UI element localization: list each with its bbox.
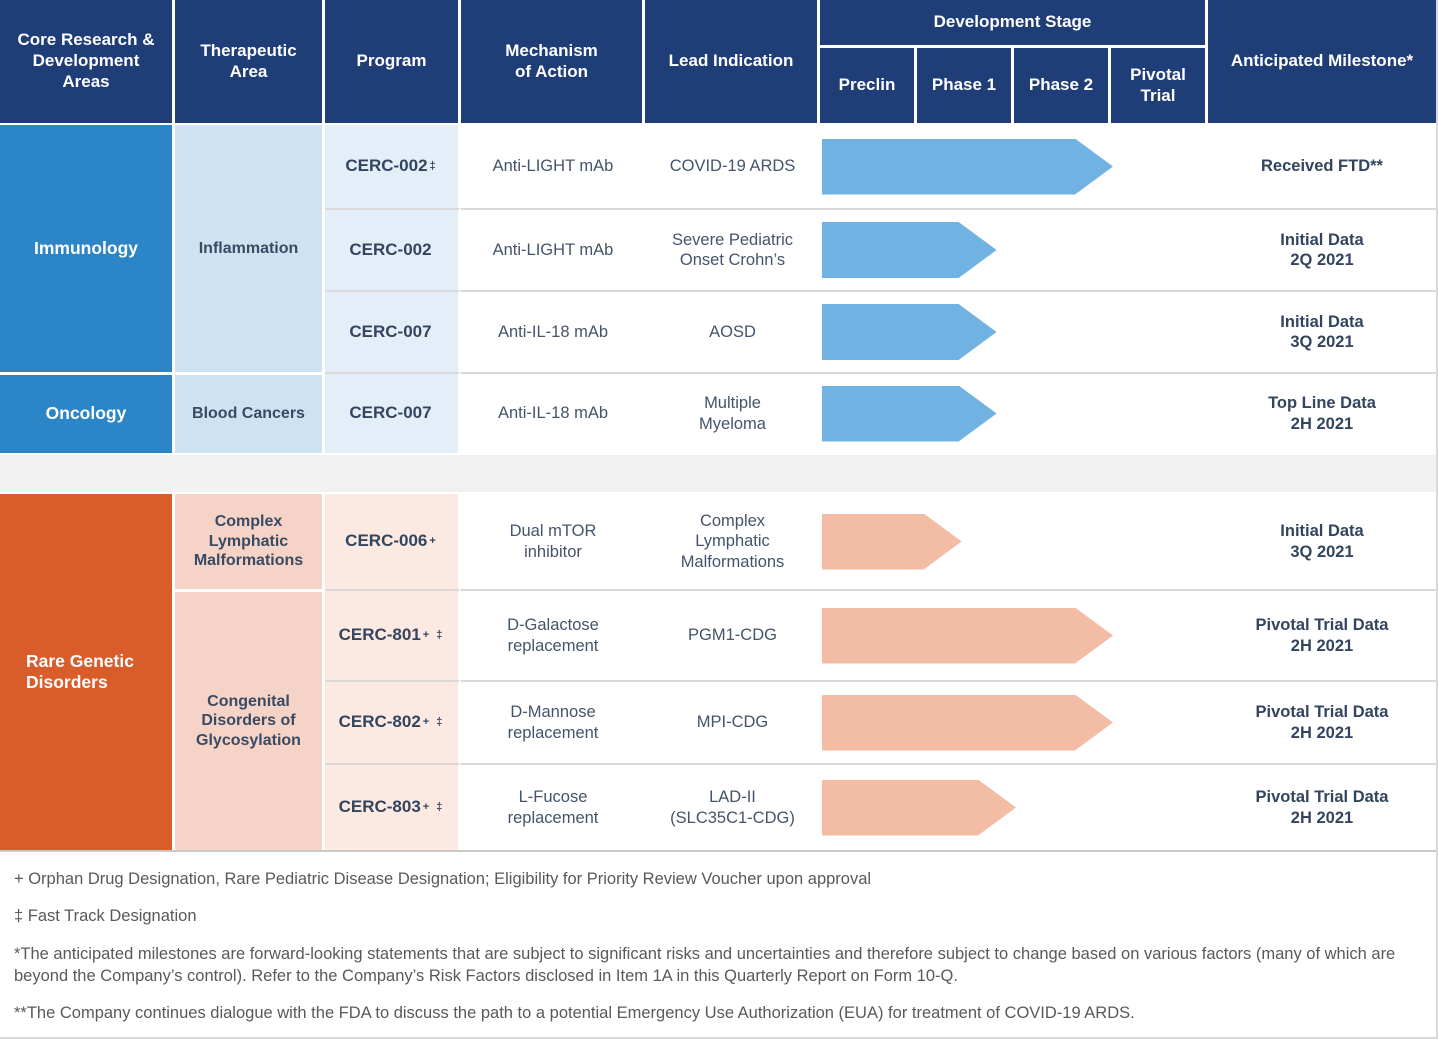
therapeutic-cell-complex-lymphatic: Complex Lymphatic Malformations xyxy=(175,494,325,589)
indication-cell: PGM1-CDG xyxy=(645,589,820,680)
milestone-cell: Received FTD** xyxy=(1261,157,1383,176)
program-cell: CERC-002 ‡ xyxy=(325,125,461,208)
column-header-preclin: Preclin xyxy=(820,48,917,125)
stage-progress-cell xyxy=(820,208,1208,290)
area-cell-rare-genetic-disorders: Rare Genetic Disorders xyxy=(0,494,175,850)
stage-progress-arrow xyxy=(822,386,997,442)
footnote-forward-looking: *The anticipated milestones are forward-… xyxy=(14,944,1396,985)
column-header-development-stage: Development Stage xyxy=(820,0,1208,48)
moa-cell: D-Mannose replacement xyxy=(461,680,645,763)
column-header-phase1: Phase 1 xyxy=(917,48,1014,125)
milestone-cell: Initial Data 3Q 2021 xyxy=(1208,290,1436,372)
therapeutic-cell-congenital-glycosylation: Congenital Disorders of Glycosylation xyxy=(175,589,325,850)
indication-cell: Complex Lymphatic Malformations xyxy=(680,512,785,571)
footnote-orphan-designation: + Orphan Drug Designation, Rare Pediatri… xyxy=(14,870,872,888)
column-header-milestone: Anticipated Milestone* xyxy=(1208,0,1436,125)
milestone-cell: Pivotal Trial Data 2H 2021 xyxy=(1208,763,1436,850)
program-cell: CERC-007 xyxy=(325,372,461,453)
stage-progress-cell xyxy=(820,494,1208,589)
program-designation-marker: + ‡ xyxy=(422,800,445,813)
program-label: CERC-802 xyxy=(338,712,421,732)
area-cell-immunology: Immunology xyxy=(0,125,175,372)
area-cell-oncology: Oncology xyxy=(0,372,175,453)
program-cell: CERC-006 + xyxy=(325,494,461,589)
program-cell: CERC-803 + ‡ xyxy=(325,763,461,850)
column-header-phase2: Phase 2 xyxy=(1014,48,1111,125)
program-cell: CERC-007 xyxy=(325,290,461,372)
footnote-fast-track: ‡ Fast Track Designation xyxy=(14,907,197,926)
footnote-eua: **The Company continues dialogue with th… xyxy=(14,1004,1135,1023)
moa-cell: Anti-IL-18 mAb xyxy=(461,372,645,453)
moa-cell: Anti-LIGHT mAb xyxy=(492,157,614,176)
moa-cell: D-Galactose replacement xyxy=(461,589,645,680)
stage-progress-arrow xyxy=(822,514,962,570)
stage-progress-cell xyxy=(820,125,1208,208)
column-header-therapeutic-area: Therapeutic Area xyxy=(175,0,325,125)
program-label: CERC-007 xyxy=(349,321,432,341)
stage-progress-arrow xyxy=(822,304,997,360)
program-cell: CERC-802 + ‡ xyxy=(325,680,461,763)
column-header-pivotal-trial: Pivotal Trial xyxy=(1111,48,1208,125)
column-header-lead-indication: Lead Indication xyxy=(645,0,820,125)
program-label: CERC-002 xyxy=(349,239,432,259)
section-spacer-row xyxy=(0,453,1436,494)
indication-cell: Severe Pediatric Onset Crohn’s xyxy=(645,208,820,290)
indication-cell: COVID-19 ARDS xyxy=(669,157,796,176)
program-designation-marker: ‡ xyxy=(429,159,438,172)
stage-progress-cell xyxy=(820,680,1208,763)
therapeutic-cell-blood-cancers: Blood Cancers xyxy=(175,372,325,453)
milestone-cell: Initial Data 3Q 2021 xyxy=(1280,522,1364,561)
stage-progress-arrow xyxy=(822,695,1113,751)
indication-cell: Multiple Myeloma xyxy=(645,372,820,453)
milestone-cell: Pivotal Trial Data 2H 2021 xyxy=(1208,680,1436,763)
indication-cell: MPI-CDG xyxy=(645,680,820,763)
stage-progress-arrow xyxy=(822,139,1113,195)
program-cell: CERC-002 xyxy=(325,208,461,290)
program-label: CERC-801 xyxy=(338,625,421,645)
stage-progress-cell xyxy=(820,589,1208,680)
moa-cell: L-Fucose replacement xyxy=(461,763,645,850)
moa-cell: Anti-IL-18 mAb xyxy=(461,290,645,372)
indication-cell: LAD-II (SLC35C1-CDG) xyxy=(645,763,820,850)
stage-progress-cell xyxy=(820,763,1208,850)
milestone-cell: Initial Data 2Q 2021 xyxy=(1208,208,1436,290)
moa-cell: Anti-LIGHT mAb xyxy=(461,208,645,290)
program-designation-marker: + ‡ xyxy=(422,715,445,728)
column-header-program: Program xyxy=(325,0,461,125)
program-label: CERC-803 xyxy=(338,797,421,817)
therapeutic-cell-inflammation: Inflammation xyxy=(175,125,325,372)
program-label: CERC-002 xyxy=(345,156,428,176)
program-cell: CERC-801 + ‡ xyxy=(325,589,461,680)
pipeline-table: Core Research & Development Areas Therap… xyxy=(0,0,1436,852)
indication-cell: AOSD xyxy=(645,290,820,372)
milestone-cell: Pivotal Trial Data 2H 2021 xyxy=(1208,589,1436,680)
column-header-core-areas: Core Research & Development Areas xyxy=(0,0,175,125)
stage-progress-arrow xyxy=(822,222,997,278)
stage-progress-cell xyxy=(820,290,1208,372)
moa-cell: Dual mTOR inhibitor xyxy=(509,522,597,561)
column-header-mechanism: Mechanism of Action xyxy=(461,0,645,125)
stage-progress-arrow xyxy=(822,608,1113,664)
program-label: CERC-006 xyxy=(345,531,428,551)
stage-progress-arrow xyxy=(822,780,1016,836)
program-designation-marker: + ‡ xyxy=(422,628,445,641)
program-label: CERC-007 xyxy=(349,403,432,423)
footnotes: + Orphan Drug Designation, Rare Pediatri… xyxy=(0,852,1436,1024)
program-designation-marker: + xyxy=(429,534,438,547)
stage-progress-cell xyxy=(820,372,1208,453)
milestone-cell: Top Line Data 2H 2021 xyxy=(1208,372,1436,453)
